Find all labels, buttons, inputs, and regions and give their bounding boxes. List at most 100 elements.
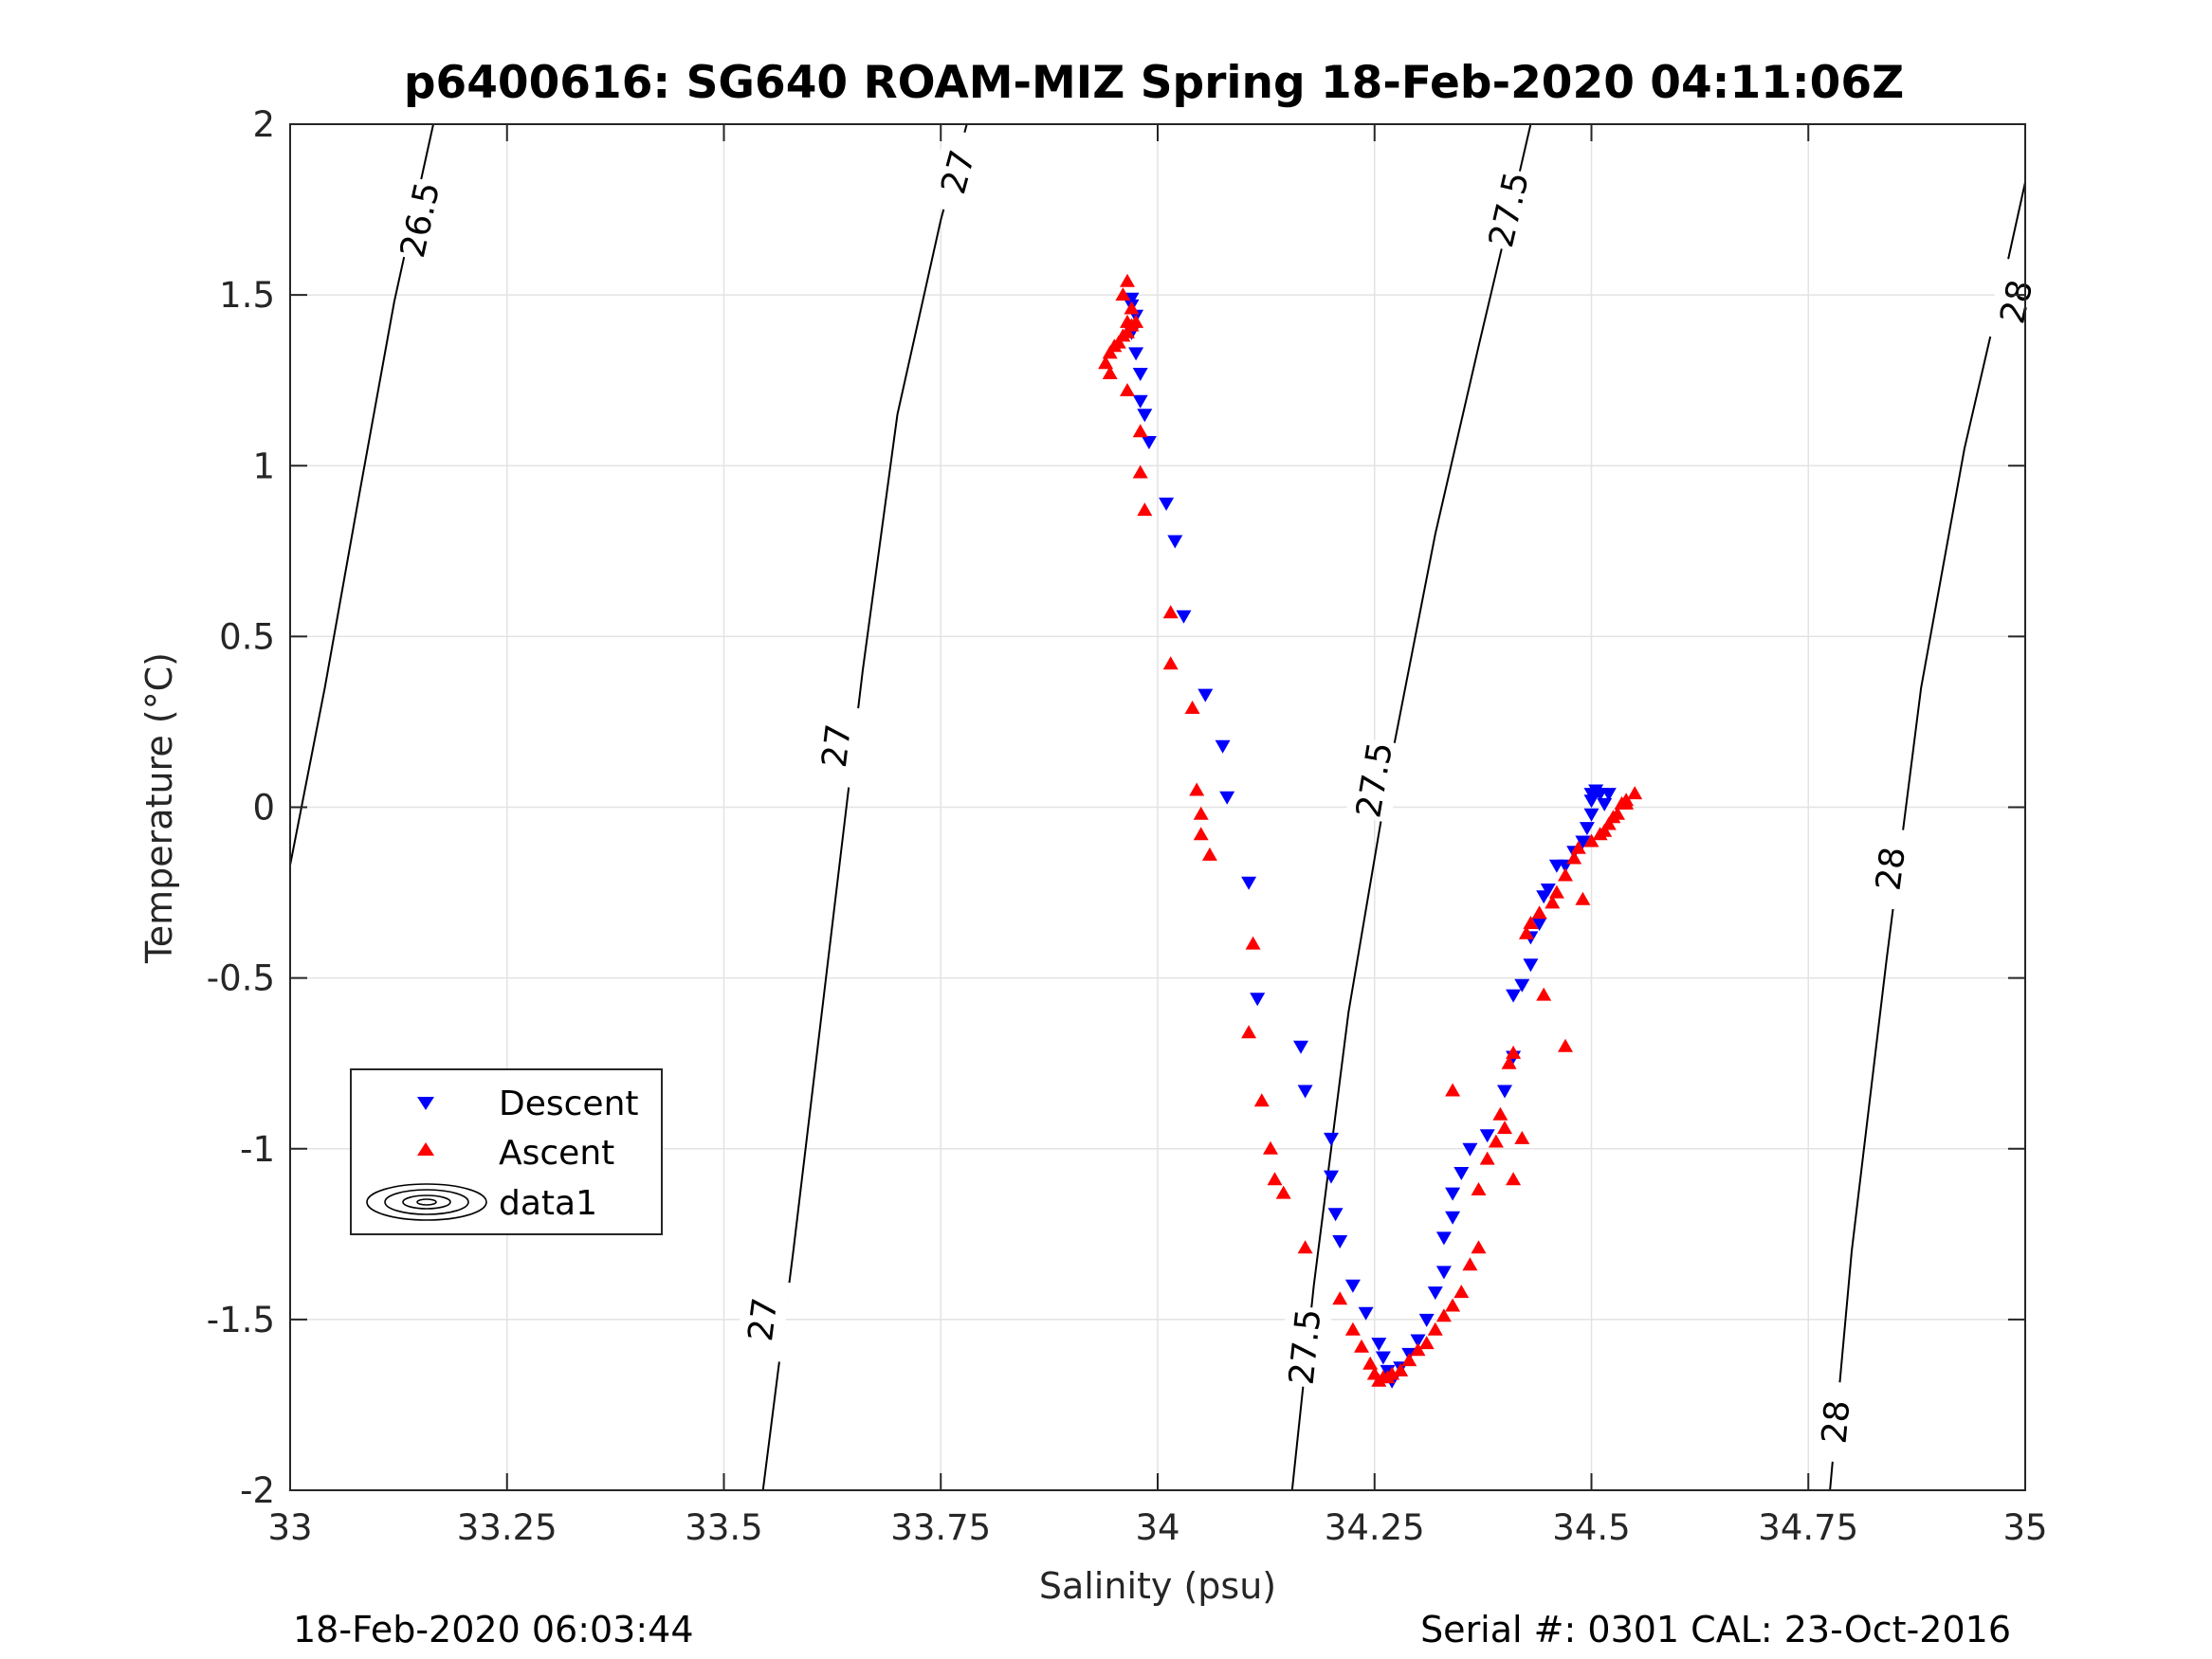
ascent-marker	[1401, 1353, 1417, 1367]
ascent-marker	[1267, 1172, 1283, 1186]
contour-label-bg	[389, 175, 451, 264]
ascent-marker	[1506, 1045, 1522, 1059]
descent-marker	[1132, 368, 1148, 381]
ascent-marker	[1570, 840, 1586, 854]
footer-timestamp: 18-Feb-2020 06:03:44	[293, 1609, 694, 1650]
ascent-marker	[1189, 782, 1205, 796]
descent-marker	[1141, 436, 1157, 449]
descent-marker	[1410, 1334, 1426, 1348]
ascent-marker	[1583, 833, 1600, 848]
ascent-marker	[1531, 905, 1547, 920]
descent-marker	[1176, 610, 1192, 624]
ascent-marker	[1120, 324, 1135, 338]
ascent-marker	[1332, 1291, 1348, 1305]
ascent-marker	[1120, 273, 1135, 287]
ascent-marker	[1518, 925, 1534, 939]
ascent-marker	[1501, 1055, 1517, 1069]
descent-marker	[1575, 835, 1591, 849]
descent-marker	[1453, 1167, 1470, 1180]
legend-ascent-label: Ascent	[499, 1134, 614, 1173]
ascent-marker	[1124, 301, 1140, 315]
x-tick-label: 34	[1135, 1507, 1179, 1548]
contour-label-bg	[1278, 1304, 1332, 1390]
ascent-marker	[1471, 1240, 1487, 1254]
ascent-marker	[1566, 850, 1582, 865]
ascent-marker	[1115, 287, 1131, 301]
y-tick-label: -1.5	[207, 1300, 275, 1340]
y-tick-label: 2	[252, 104, 275, 145]
ascent-marker	[1193, 827, 1209, 841]
x-tick-label: 34.25	[1325, 1507, 1425, 1548]
contour-label-bg	[1477, 165, 1541, 254]
ascent-marker	[1241, 1025, 1257, 1039]
y-tick-label: -2	[240, 1470, 275, 1511]
axis-ticks: 33 33.25 33.5 33.75 34 34.25 34.5 34.75 35 -2 -1.5…	[207, 104, 2048, 1548]
x-tick-label: 35	[2002, 1507, 2047, 1548]
ascent-marker	[1263, 1140, 1278, 1155]
ascent-marker	[1479, 1151, 1495, 1165]
descent-marker	[1358, 1306, 1374, 1321]
descent-marker	[1583, 808, 1600, 822]
legend-contour-icon	[366, 1183, 487, 1221]
descent-marker	[1479, 1129, 1495, 1143]
y-tick-label: 0.5	[219, 616, 275, 657]
descent-marker	[1293, 1040, 1308, 1054]
contour-label: 27	[815, 722, 859, 770]
contour-label: 28	[1993, 277, 2040, 328]
x-tick-label: 33.25	[457, 1507, 558, 1548]
descent-marker	[1531, 918, 1547, 931]
ascent-marker	[1600, 816, 1617, 830]
ascent-marker	[1384, 1366, 1400, 1380]
legend-ascent-marker	[417, 1142, 434, 1156]
x-axis-label: Salinity (psu)	[1039, 1565, 1276, 1607]
legend-data1-label: data1	[499, 1184, 597, 1223]
descent-marker	[1427, 1286, 1443, 1301]
contour-label-bg	[809, 703, 865, 789]
descent-marker	[1332, 1235, 1348, 1249]
legend-descent-label: Descent	[499, 1085, 639, 1123]
ascent-marker	[1297, 1240, 1313, 1254]
descent-marker	[1132, 394, 1148, 409]
ascent-marker	[1245, 936, 1261, 950]
ascent-marker	[1275, 1185, 1291, 1199]
x-tick-label: 33.5	[685, 1507, 762, 1548]
contour-label: 28	[1815, 1398, 1857, 1445]
data-markers	[1098, 273, 1643, 1389]
descent-marker	[1297, 1085, 1313, 1099]
footer-serial-cal: Serial #: 0301 CAL: 23-Oct-2016	[1420, 1609, 2011, 1650]
ascent-marker	[1098, 356, 1114, 370]
ascent-marker	[1445, 1298, 1461, 1312]
descent-marker	[1241, 876, 1257, 890]
descent-marker	[1597, 797, 1613, 811]
ascent-marker	[1393, 1362, 1409, 1376]
descent-marker	[1324, 1170, 1339, 1184]
contour-line	[761, 123, 968, 1491]
y-tick-label: -0.5	[207, 958, 275, 999]
ascent-marker	[1558, 1038, 1573, 1052]
descent-marker	[1324, 1132, 1339, 1146]
ascent-marker	[1362, 1356, 1379, 1370]
ascent-marker	[1435, 1308, 1452, 1322]
x-tick-label: 34.75	[1758, 1507, 1858, 1548]
ascent-marker	[1488, 1134, 1504, 1148]
descent-marker	[1215, 739, 1231, 754]
x-tick-label: 34.5	[1552, 1507, 1630, 1548]
descent-marker	[1371, 1338, 1387, 1352]
legend: Descent Ascent data1	[350, 1068, 663, 1235]
descent-marker	[1219, 791, 1235, 805]
legend-descent-marker	[417, 1097, 434, 1110]
ascent-marker	[1627, 786, 1643, 800]
ascent-marker	[1514, 1130, 1530, 1144]
contour-label: 27.5	[1283, 1307, 1329, 1387]
chart-title: p6400616: SG640 ROAM-MIZ Spring 18-Feb-2…	[404, 57, 1904, 109]
ascent-marker	[1453, 1285, 1470, 1299]
ascent-marker	[1120, 383, 1135, 396]
descent-marker	[1445, 1187, 1461, 1201]
ascent-marker	[1193, 806, 1209, 820]
x-tick-label: 33.75	[890, 1507, 991, 1548]
contour-label-bg	[735, 1277, 791, 1362]
contour-label-bg	[1985, 258, 2048, 346]
ascent-marker	[1506, 1172, 1522, 1186]
ascent-marker	[1445, 1083, 1461, 1097]
